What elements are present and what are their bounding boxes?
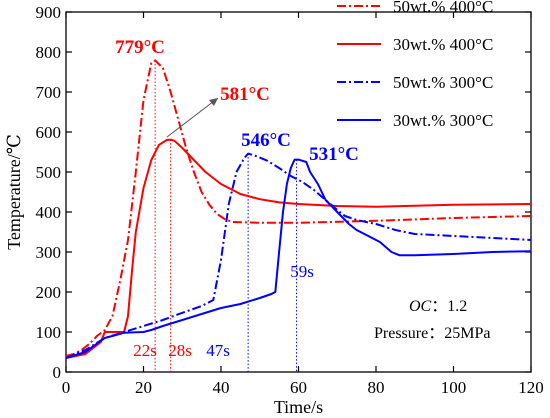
time-marker-label: 59s (290, 262, 314, 281)
x-tick-label: 60 (290, 378, 307, 397)
plot-frame (65, 11, 532, 373)
legend-entry: 50wt.% 400°C (393, 0, 493, 16)
annotation-arrow-line (166, 97, 219, 138)
y-axis-label: Temperature/℃ (4, 134, 24, 250)
series-line (65, 59, 532, 357)
y-tick-label: 600 (36, 123, 62, 142)
legend-entry: 30wt.% 400°C (393, 35, 493, 54)
x-tick-label: 0 (62, 378, 71, 397)
x-tick-label: 40 (213, 378, 230, 397)
info-box: OC：1.2 Pressure：25MPa (374, 298, 490, 342)
y-tick-label: 400 (36, 203, 62, 222)
legend-entry: 30wt.% 300°C (393, 111, 493, 130)
y-tick-label: 100 (36, 323, 62, 342)
x-tick-label: 80 (368, 378, 385, 397)
pressure-info-text: Pressure：25MPa (374, 325, 490, 342)
time-markers: 22s 28s 47s 59s (133, 60, 314, 372)
peak-annotations: 779°C 581°C 546°C 531°C (115, 37, 359, 165)
y-tick-label: 300 (36, 243, 62, 262)
plot-border (65, 11, 532, 373)
peak-label: 779°C (115, 37, 165, 58)
time-marker-label: 47s (206, 341, 230, 360)
axis-ticks: 0 20 40 60 80 100 120 0 100 200 300 400 500 600 700 800… (36, 3, 544, 397)
time-marker-label: 22s (133, 341, 157, 360)
annotation-arrow-head (209, 98, 218, 106)
x-tick-label: 120 (518, 378, 544, 397)
y-tick-label: 500 (36, 163, 62, 182)
y-tick-label: 0 (53, 363, 62, 382)
series-line (65, 152, 532, 359)
peak-label: 546°C (241, 130, 291, 151)
peak-label: 581°C (220, 84, 270, 105)
y-tick-label: 800 (36, 43, 62, 62)
x-tick-label: 100 (441, 378, 467, 397)
oc-value: ：1.2 (431, 298, 467, 315)
y-tick-label: 900 (36, 3, 62, 22)
legend: 50wt.% 400°C 30wt.% 400°C 50wt.% 300°C 30wt… (337, 0, 493, 130)
x-tick-label: 20 (135, 378, 152, 397)
y-tick-label: 700 (36, 83, 62, 102)
legend-entry: 50wt.% 300°C (393, 73, 493, 92)
peak-label: 531°C (309, 144, 359, 165)
oc-info-text: OC：1.2 (409, 298, 467, 315)
x-axis-label: Time/s (274, 397, 323, 417)
series-line (65, 138, 532, 359)
series-line (65, 158, 532, 359)
data-series (65, 59, 532, 359)
time-marker-label: 28s (168, 341, 192, 360)
oc-label: OC (409, 298, 432, 315)
y-tick-label: 200 (36, 283, 62, 302)
